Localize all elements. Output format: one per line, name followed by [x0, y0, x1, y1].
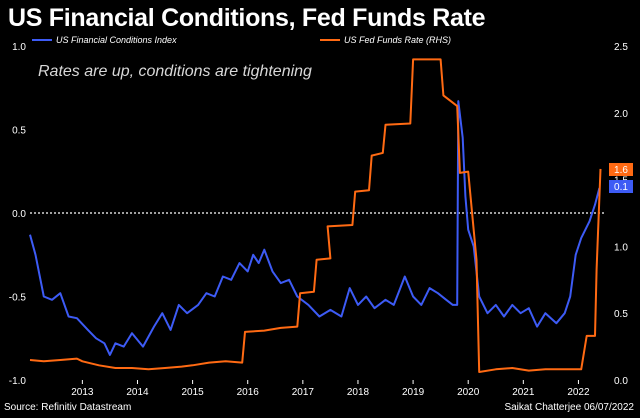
legend: US Financial Conditions Index US Fed Fun…: [32, 35, 451, 45]
legend-label-ffr: US Fed Funds Rate (RHS): [344, 35, 451, 45]
y-right-tick-label: 1.0: [614, 242, 628, 253]
end-label-fci-box: [609, 180, 633, 193]
end-label-ffr-box: [609, 163, 633, 176]
y-left-tick-label: -0.5: [9, 293, 27, 304]
y-left-tick-label: 0.0: [12, 209, 26, 220]
y-right-tick-label: 0.0: [614, 376, 628, 387]
x-tick-label: 2017: [292, 387, 315, 398]
series-line-fci: [29, 100, 601, 356]
y-right-tick-label: 0.5: [614, 309, 628, 320]
x-tick-label: 2014: [126, 387, 149, 398]
chart-title: US Financial Conditions, Fed Funds Rate: [8, 4, 486, 32]
x-tick-label: 2019: [402, 387, 425, 398]
x-tick-label: 2016: [237, 387, 260, 398]
legend-label-fci: US Financial Conditions Index: [56, 35, 177, 45]
x-tick-label: 2013: [71, 387, 94, 398]
author-credit: Saikat Chatterjee 06/07/2022: [504, 402, 634, 413]
x-tick-label: 2015: [181, 387, 204, 398]
source-note: Source: Refinitiv Datastream: [4, 402, 132, 413]
y-right-tick-label: 2.0: [614, 109, 628, 120]
x-tick-label: 2022: [567, 387, 590, 398]
y-left-tick-label: 0.5: [12, 126, 26, 137]
y-left-tick-label: -1.0: [9, 376, 27, 387]
x-tick-label: 2020: [457, 387, 480, 398]
y-right-tick-label: 2.5: [614, 42, 628, 53]
end-label-fci: 0.1: [614, 182, 628, 193]
x-tick-label: 2018: [347, 387, 370, 398]
annotation: Rates are up, conditions are tightening: [38, 63, 312, 80]
end-label-ffr: 1.6: [614, 165, 628, 176]
x-tick-label: 2021: [512, 387, 535, 398]
y-left-tick-label: 1.0: [12, 42, 26, 53]
series-line-ffr: [29, 58, 602, 373]
